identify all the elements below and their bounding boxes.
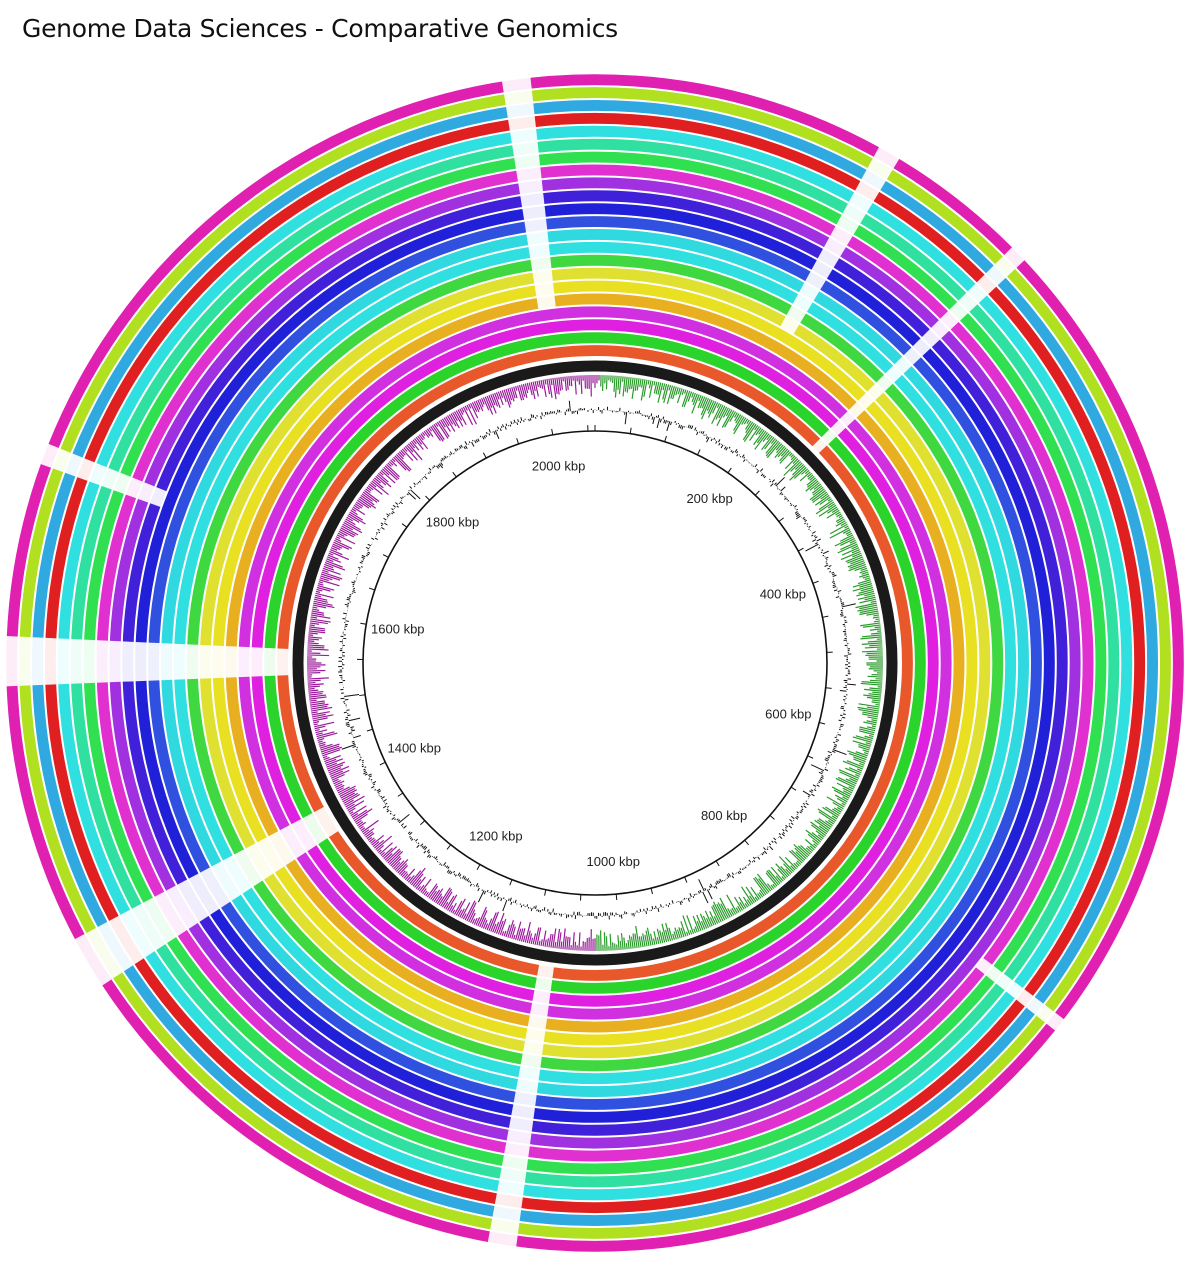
tick-label-1600: 1600 kbp bbox=[371, 622, 425, 637]
blast-ring-9 bbox=[173, 241, 1017, 1085]
blast-ring-2 bbox=[264, 332, 926, 994]
gap-region-8 bbox=[975, 957, 1068, 1034]
genome-axis-circle bbox=[362, 430, 828, 896]
gap-region-6 bbox=[487, 963, 555, 1251]
blast-ring-1 bbox=[277, 345, 913, 981]
tick-label-1800: 1800 kbp bbox=[426, 515, 480, 530]
tick-label-1000: 1000 kbp bbox=[587, 854, 641, 869]
tick-label-600: 600 kbp bbox=[765, 706, 811, 721]
blast-ring-6 bbox=[212, 280, 978, 1046]
blast-ring-4 bbox=[238, 306, 952, 1020]
gc-content-track bbox=[338, 400, 856, 920]
tick-label-800: 800 kbp bbox=[701, 808, 747, 823]
gc-skew-negative-track bbox=[307, 375, 600, 951]
gap-region-2 bbox=[779, 143, 902, 335]
tick-label-1400: 1400 kbp bbox=[387, 741, 441, 756]
gc-skew-positive-track bbox=[596, 375, 883, 951]
gap-region-5 bbox=[37, 442, 168, 508]
genome-axis-ticks bbox=[357, 425, 833, 901]
gap-region-7 bbox=[71, 806, 339, 988]
reference-genome-ring bbox=[292, 360, 898, 966]
gap-region-4 bbox=[2, 635, 290, 687]
tick-label-200: 200 kbp bbox=[686, 491, 732, 506]
gap-region-3 bbox=[811, 244, 1028, 454]
page-title: Genome Data Sciences - Comparative Genom… bbox=[22, 14, 618, 43]
gap-region-1 bbox=[501, 73, 556, 310]
tick-label-400: 400 kbp bbox=[760, 586, 806, 601]
tick-label-1200: 1200 kbp bbox=[469, 829, 523, 844]
tick-label-2000: 2000 kbp bbox=[532, 458, 586, 473]
